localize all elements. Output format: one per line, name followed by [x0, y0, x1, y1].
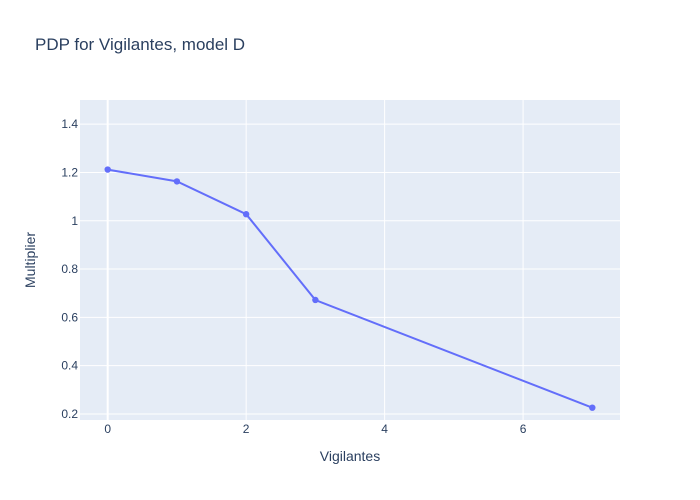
y-tick-label: 0.4 [61, 359, 78, 373]
data-points [104, 166, 596, 411]
chart-title: PDP for Vigilantes, model D [35, 35, 245, 54]
data-point [242, 211, 250, 218]
data-point [104, 166, 111, 173]
y-tick-label: 1.2 [61, 165, 78, 179]
data-point [173, 178, 181, 185]
x-gridlines [106, 100, 524, 420]
data-point [312, 296, 319, 304]
y-gridlines [80, 123, 620, 415]
x-tick-label: 2 [243, 422, 250, 436]
y-tick-label: 0.8 [61, 262, 78, 276]
x-tick-label: 0 [104, 422, 111, 436]
y-tick-label: 1 [71, 214, 78, 228]
y-tick-label: 0.2 [61, 407, 78, 421]
x-axis-title: Vigilantes [320, 448, 380, 464]
y-tick-labels: 0.2 0.4 0.6 0.8 1 1.2 1.4 [61, 117, 78, 421]
plot-area [80, 100, 620, 420]
x-tick-labels: 0 2 4 6 [104, 422, 526, 436]
y-tick-label: 1.4 [61, 117, 78, 131]
data-point [589, 404, 596, 411]
x-tick-label: 6 [520, 422, 527, 436]
x-tick-label: 4 [381, 422, 388, 436]
y-axis-title: Multiplier [22, 232, 38, 288]
y-tick-label: 0.6 [61, 310, 78, 324]
